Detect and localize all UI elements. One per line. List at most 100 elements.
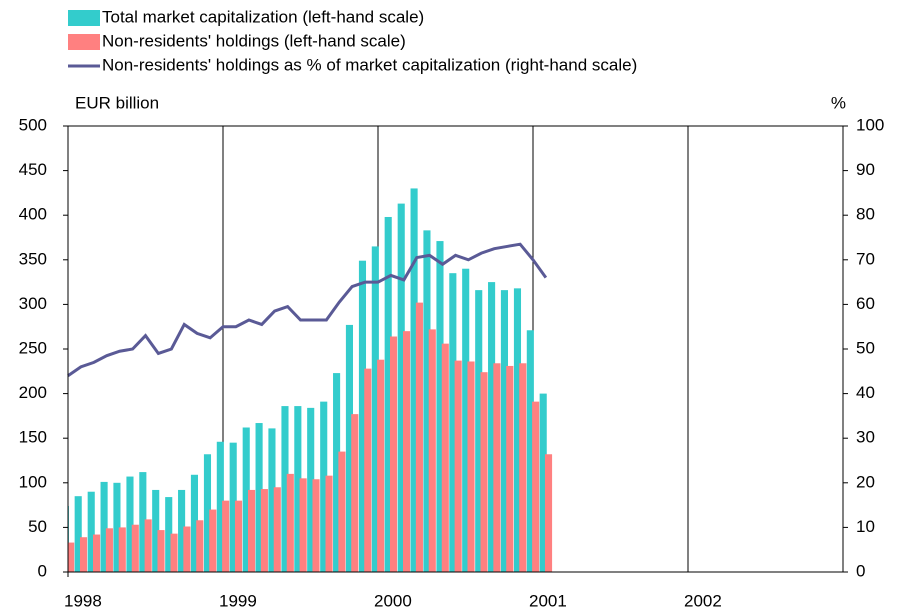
bar <box>475 290 483 572</box>
bar <box>74 496 82 572</box>
bar <box>229 442 237 572</box>
y-tick-label: 150 <box>19 428 47 447</box>
bar <box>105 528 113 572</box>
x-tick-label: 2002 <box>684 591 722 610</box>
x-tick-label: 2000 <box>374 591 412 610</box>
bar <box>364 368 372 572</box>
legend-label: Total market capitalization (left-hand s… <box>102 7 424 26</box>
bar <box>247 489 256 572</box>
x-tick-label: 1999 <box>219 591 257 610</box>
bar <box>544 454 553 572</box>
bar <box>500 290 509 572</box>
bar <box>351 414 359 572</box>
bar <box>196 520 204 572</box>
bar <box>268 428 276 572</box>
bar <box>532 401 540 572</box>
bar <box>402 331 411 572</box>
bar <box>242 427 250 572</box>
bar <box>325 475 333 572</box>
bar <box>493 363 501 572</box>
y-tick-label: 100 <box>19 472 47 491</box>
bar <box>449 273 457 572</box>
bar <box>338 451 346 572</box>
bar <box>178 489 186 572</box>
x-tick-label: 1998 <box>64 591 102 610</box>
bar <box>436 241 444 572</box>
bar <box>312 479 320 572</box>
bar <box>260 489 268 572</box>
y2-tick-label: 20 <box>856 472 875 491</box>
y2-axis-label: % <box>831 93 846 112</box>
y2-tick-label: 90 <box>856 160 875 179</box>
bar <box>216 441 224 572</box>
y2-tick-label: 10 <box>856 517 875 536</box>
bar <box>526 330 534 572</box>
bar <box>377 359 385 572</box>
bar <box>307 407 315 572</box>
bar <box>299 478 307 572</box>
bar <box>79 537 88 572</box>
legend-label: Non-residents' holdings as % of market c… <box>102 55 637 74</box>
bar <box>203 454 212 572</box>
y-tick-label: 50 <box>28 517 47 536</box>
bar <box>423 230 431 572</box>
bar <box>358 260 367 572</box>
bar <box>397 203 405 572</box>
bar <box>144 519 152 572</box>
y2-tick-label: 30 <box>856 428 875 447</box>
bar <box>113 482 121 572</box>
bar <box>92 534 101 572</box>
bar <box>333 373 341 572</box>
y2-tick-label: 50 <box>856 338 875 357</box>
bar <box>68 542 75 572</box>
legend-label: Non-residents' holdings (left-hand scale… <box>102 31 406 50</box>
y2-tick-label: 0 <box>856 561 865 580</box>
bar <box>410 188 418 572</box>
bar <box>441 343 449 572</box>
bar <box>286 473 294 572</box>
bar <box>131 524 139 572</box>
y2-tick-label: 80 <box>856 205 875 224</box>
bar <box>415 302 423 572</box>
y-tick-label: 400 <box>19 205 47 224</box>
bar <box>255 423 263 572</box>
y-tick-label: 350 <box>19 249 47 268</box>
bar <box>454 360 462 572</box>
bar <box>139 472 147 572</box>
y2-tick-label: 70 <box>856 249 875 268</box>
bar <box>320 401 328 572</box>
y2-tick-label: 40 <box>856 383 875 402</box>
bar <box>281 406 289 572</box>
bar <box>345 324 354 572</box>
bar <box>87 491 95 572</box>
y-axis-label: EUR billion <box>75 93 159 112</box>
bar <box>222 500 230 572</box>
bar <box>389 336 398 572</box>
y2-tick-label: 100 <box>856 115 884 134</box>
bar <box>428 329 436 572</box>
bar <box>506 365 514 572</box>
bar <box>371 246 379 573</box>
bar <box>294 406 302 572</box>
y-tick-label: 450 <box>19 160 47 179</box>
bar <box>273 487 281 572</box>
bar <box>480 372 488 572</box>
bar <box>100 481 108 572</box>
line <box>67 242 548 377</box>
bar <box>118 527 126 572</box>
bar <box>488 282 496 572</box>
bar <box>467 361 475 572</box>
y-tick-label: 300 <box>19 294 47 313</box>
y-tick-label: 0 <box>38 561 47 580</box>
bar <box>513 288 522 572</box>
bar <box>539 393 547 572</box>
y2-tick-label: 60 <box>856 294 875 313</box>
bar <box>183 526 191 572</box>
y-tick-label: 250 <box>19 338 47 357</box>
bar <box>126 476 134 572</box>
legend-swatch <box>68 34 100 50</box>
bar <box>519 363 527 572</box>
bar <box>462 268 470 572</box>
bar <box>234 500 243 572</box>
